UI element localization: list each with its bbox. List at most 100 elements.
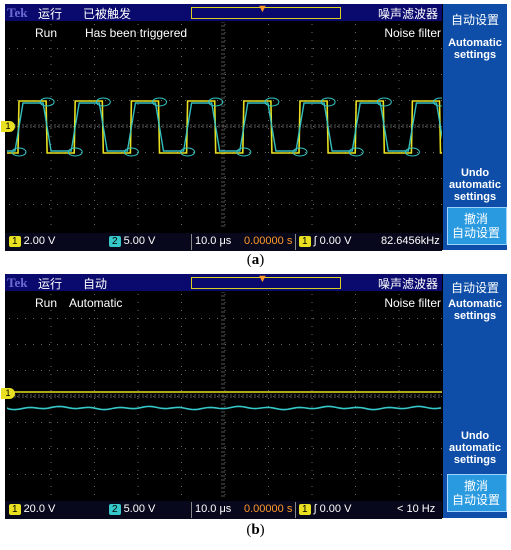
grid-dot: [94, 398, 95, 399]
grid-dot: [50, 64, 52, 65]
grid-dot: [185, 48, 186, 49]
grid-dot: [398, 294, 400, 295]
grid-dot: [398, 398, 400, 399]
horizontal-offset-readout[interactable]: 0.00000 s: [244, 503, 293, 515]
grid-dot: [209, 152, 210, 153]
grid-dot: [398, 446, 400, 447]
grid-dot: [94, 318, 95, 319]
grid-dot: [94, 152, 95, 153]
grid-dot: [329, 74, 330, 75]
grid-dot: [177, 204, 178, 205]
trigger-readout[interactable]: 1 ∫ 0.00 V: [299, 235, 351, 247]
grid-dot: [121, 422, 122, 423]
grid-dot: [385, 100, 386, 101]
grid-dot: [33, 126, 34, 127]
grid-dot: [177, 74, 178, 75]
grid-dot: [377, 344, 378, 345]
grid-dot: [329, 204, 330, 205]
grid-dot: [137, 370, 138, 371]
grid-dot: [41, 318, 42, 319]
grid-dot: [9, 204, 10, 205]
grid-dot: [9, 48, 10, 49]
ch1-scale: 2.00 V: [23, 235, 56, 247]
grid-dot: [321, 318, 322, 319]
grid-dot: [393, 370, 394, 371]
grid-dot: [398, 176, 400, 177]
grid-dot: [50, 486, 52, 487]
grid-dot: [409, 178, 410, 179]
grid-dot: [265, 370, 266, 371]
ch2-readout[interactable]: 2 5.00 V: [109, 503, 155, 515]
grid-dot: [297, 204, 298, 205]
grid-dot: [224, 208, 226, 209]
grid-dot: [268, 430, 269, 431]
grid-dot: [311, 144, 313, 145]
autoset-menu-en-line2: settings: [453, 49, 497, 61]
grid-dot: [50, 136, 52, 137]
ch2-readout[interactable]: 2 5.00 V: [109, 235, 155, 247]
grid-dot: [249, 422, 250, 423]
grid-dot: [181, 470, 182, 471]
grid-dot: [337, 448, 338, 449]
undo-autoset-button[interactable]: 撤消 自动设置: [447, 474, 507, 512]
grid-dot: [217, 344, 218, 345]
grid-dot: [50, 112, 52, 113]
grid-dot: [50, 40, 52, 41]
grid-dot: [201, 152, 202, 153]
grid-dot: [281, 370, 282, 371]
grid-dot: [268, 176, 269, 177]
grid-dot: [217, 100, 218, 101]
grid-dot: [433, 204, 434, 205]
grid-dot: [297, 178, 298, 179]
grid-dot: [94, 406, 95, 407]
timebase-readout[interactable]: 10.0 μs: [195, 235, 232, 247]
ch1-ground-marker[interactable]: 1: [1, 388, 15, 399]
autoset-menu-en-line1: Automatic: [448, 37, 502, 49]
grid-dot: [249, 126, 250, 127]
undo-autoset-button[interactable]: 撤消 自动设置: [447, 207, 507, 245]
grid-dot: [361, 126, 362, 127]
grid-dot: [57, 448, 58, 449]
grid-dot: [355, 224, 356, 225]
caption-open: (: [246, 252, 252, 268]
grid-dot: [311, 208, 313, 209]
grid-dot: [297, 370, 298, 371]
grid-dot: [385, 448, 386, 449]
ch1-readout[interactable]: 1 20.0 V: [9, 503, 55, 515]
grid-dot: [398, 160, 400, 161]
grid-dot: [181, 208, 182, 209]
grid-dot: [417, 318, 418, 319]
grid-dot: [181, 48, 182, 49]
grid-dot: [137, 216, 139, 217]
grid-dot: [224, 310, 226, 311]
grid-dot: [121, 448, 122, 449]
grid-dot: [241, 448, 242, 449]
grid-dot: [181, 294, 182, 295]
grid-dot: [94, 310, 95, 311]
grid-dot: [337, 74, 338, 75]
grid-dot: [94, 294, 95, 295]
grid-dot: [369, 126, 370, 127]
grid-dot: [268, 446, 269, 447]
grid-dot: [137, 390, 139, 391]
ch1-readout[interactable]: 1 2.00 V: [9, 235, 55, 247]
grid-dot: [94, 128, 95, 129]
grid-dot: [137, 326, 139, 327]
grid-dot: [417, 178, 418, 179]
grid-dot: [57, 318, 58, 319]
status-trigger: Automatic: [69, 296, 123, 310]
grid-dot: [73, 204, 74, 205]
grid-dot: [398, 144, 400, 145]
grid-dot: [97, 396, 98, 397]
grid-dot: [355, 326, 356, 327]
grid-dot: [311, 192, 313, 193]
status-noise-filter: Noise filter: [384, 26, 441, 40]
timebase-readout[interactable]: 10.0 μs: [195, 503, 232, 515]
horizontal-offset-readout[interactable]: 0.00000 s: [244, 235, 293, 247]
waveform-display: Run Has been triggered Noise filter: [7, 22, 442, 230]
trigger-readout[interactable]: 1 ∫ 0.00 V: [299, 503, 351, 515]
grid-dot: [398, 462, 400, 463]
grid-dot: [181, 454, 182, 455]
trigger-position-icon: ▼: [257, 3, 268, 15]
ch1-ground-marker[interactable]: 1: [1, 121, 15, 132]
